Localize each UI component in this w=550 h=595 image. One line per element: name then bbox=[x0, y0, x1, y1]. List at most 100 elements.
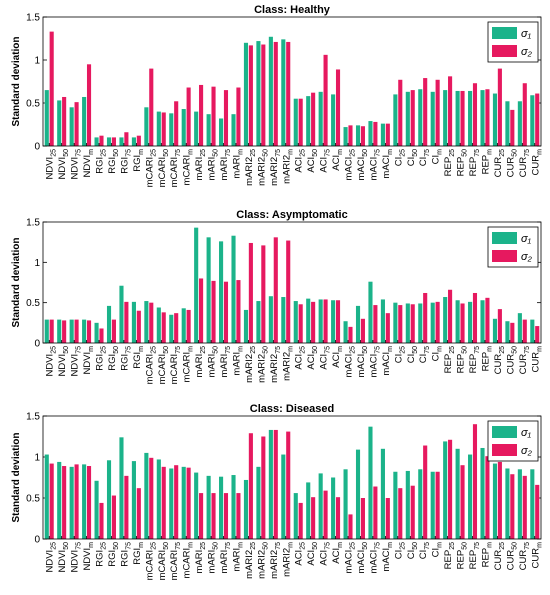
x-tick-label: mARI225 bbox=[244, 542, 257, 579]
bar-sigma1 bbox=[530, 95, 535, 146]
bar-sigma1 bbox=[355, 449, 361, 539]
bar-sigma1 bbox=[82, 319, 87, 343]
x-tick-label: ACI50 bbox=[306, 542, 319, 566]
x-tick-label: REP50 bbox=[456, 542, 469, 569]
x-tick-label: mARI75 bbox=[219, 149, 232, 181]
bar-sigma2 bbox=[522, 83, 527, 146]
x-tick-label: RGI75 bbox=[119, 346, 132, 371]
bar-sigma1 bbox=[169, 314, 174, 343]
x-tick-label: ACIm bbox=[331, 149, 344, 171]
x-tick-label: ACI75 bbox=[319, 149, 332, 173]
legend-swatch-sigma1 bbox=[492, 426, 517, 438]
bar-sigma1 bbox=[455, 90, 460, 146]
bar-sigma2 bbox=[286, 41, 291, 146]
x-tick-label: NDVI75 bbox=[70, 542, 83, 573]
x-tick-label: NDVI50 bbox=[57, 149, 70, 180]
x-tick-label: CIm bbox=[431, 542, 444, 558]
bar-sigma1 bbox=[131, 137, 136, 146]
bar-sigma2 bbox=[410, 485, 415, 539]
bar-sigma1 bbox=[219, 118, 224, 146]
legend-swatch-sigma2 bbox=[492, 444, 517, 456]
bar-sigma1 bbox=[380, 448, 385, 539]
bar-sigma2 bbox=[161, 312, 166, 343]
bar-sigma2 bbox=[186, 87, 191, 146]
bar-sigma1 bbox=[530, 319, 535, 343]
x-tick-label: CIm bbox=[431, 346, 444, 362]
x-tick-label: NDVIm bbox=[82, 149, 95, 178]
legend-swatch-sigma1 bbox=[492, 27, 517, 39]
bar-sigma1 bbox=[343, 127, 348, 146]
bar-sigma2 bbox=[410, 90, 415, 146]
bar-sigma2 bbox=[522, 319, 527, 343]
bar-sigma2 bbox=[223, 493, 229, 539]
bar-sigma2 bbox=[385, 498, 390, 539]
bar-sigma1 bbox=[119, 137, 124, 146]
bar-sigma1 bbox=[318, 473, 323, 539]
bar-sigma2 bbox=[460, 303, 465, 343]
x-tick-label: mARI25 bbox=[194, 542, 207, 574]
bar-sigma1 bbox=[243, 309, 249, 343]
bar-sigma1 bbox=[131, 301, 136, 343]
bar-sigma1 bbox=[268, 429, 273, 539]
bar-sigma2 bbox=[348, 514, 353, 539]
x-tick-label: REP50 bbox=[456, 346, 469, 373]
bar-sigma1 bbox=[418, 89, 423, 146]
bar-sigma1 bbox=[57, 100, 62, 146]
x-tick-label: mARIm bbox=[231, 346, 244, 376]
bar-sigma2 bbox=[497, 309, 502, 343]
bar-sigma2 bbox=[99, 135, 104, 146]
x-tick-label: REP25 bbox=[443, 346, 456, 373]
bar-sigma1 bbox=[206, 237, 211, 343]
bar-sigma2 bbox=[448, 76, 453, 146]
bar-sigma1 bbox=[318, 299, 323, 343]
bar-sigma2 bbox=[460, 465, 465, 539]
bar-sigma2 bbox=[423, 78, 428, 146]
x-tick-label: mACI50 bbox=[356, 346, 369, 378]
bar-sigma2 bbox=[62, 320, 67, 343]
bar-sigma2 bbox=[136, 135, 141, 146]
bar-sigma1 bbox=[443, 441, 448, 539]
bar-sigma1 bbox=[144, 301, 149, 343]
bar-sigma1 bbox=[430, 471, 435, 539]
bar-sigma1 bbox=[94, 137, 99, 146]
x-tick-label: ACI50 bbox=[306, 149, 319, 173]
bar-sigma2 bbox=[435, 79, 440, 146]
bar-sigma1 bbox=[156, 459, 161, 539]
bar-sigma2 bbox=[49, 319, 54, 343]
x-tick-label: RGI25 bbox=[95, 149, 108, 174]
bar-sigma2 bbox=[49, 463, 54, 539]
x-tick-label: CI75 bbox=[418, 542, 431, 559]
bar-sigma1 bbox=[194, 472, 199, 539]
bar-sigma1 bbox=[343, 469, 348, 539]
bar-sigma2 bbox=[472, 292, 478, 343]
x-tick-label: REP25 bbox=[443, 149, 456, 176]
bar-sigma1 bbox=[517, 313, 522, 343]
bar-sigma2 bbox=[236, 87, 241, 146]
x-tick-label: mARI275 bbox=[269, 149, 282, 186]
bar-sigma1 bbox=[418, 469, 423, 539]
x-tick-label: CI75 bbox=[418, 149, 431, 166]
x-tick-label: mARI2m bbox=[281, 542, 294, 577]
bar-sigma2 bbox=[535, 93, 540, 146]
x-tick-label: ACIm bbox=[331, 542, 344, 564]
bar-sigma1 bbox=[393, 471, 398, 539]
x-tick-label: mACI75 bbox=[368, 346, 381, 378]
bar-sigma2 bbox=[261, 44, 266, 146]
bar-sigma2 bbox=[49, 31, 54, 146]
bar-sigma1 bbox=[331, 300, 336, 343]
bar-sigma2 bbox=[335, 69, 341, 146]
bar-sigma1 bbox=[368, 426, 373, 539]
legend-swatch-sigma2 bbox=[492, 250, 517, 262]
x-tick-label: CUR50 bbox=[505, 542, 518, 570]
bar-sigma2 bbox=[273, 429, 278, 539]
x-tick-label: mARI275 bbox=[269, 346, 282, 383]
x-tick-label: mCARI75 bbox=[169, 149, 182, 188]
bar-sigma1 bbox=[44, 319, 49, 343]
bar-sigma1 bbox=[256, 41, 261, 146]
bar-sigma1 bbox=[231, 475, 236, 539]
bar-sigma2 bbox=[360, 126, 365, 146]
bar-sigma1 bbox=[131, 461, 136, 539]
bar-sigma2 bbox=[186, 467, 191, 539]
bar-sigma2 bbox=[99, 502, 104, 539]
x-tick-label: mCARI75 bbox=[169, 542, 182, 581]
